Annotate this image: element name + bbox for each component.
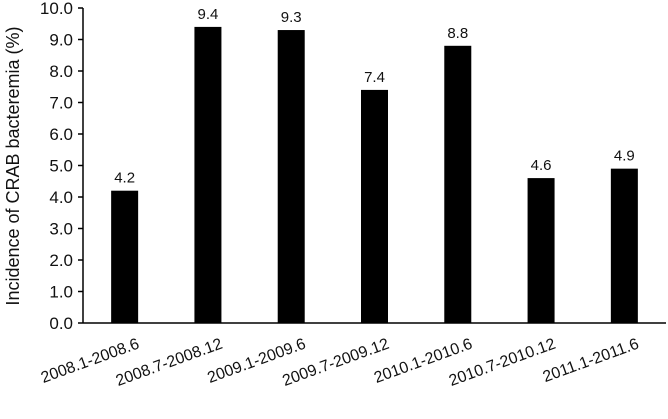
y-axis: 0.0 1.0 2.0 3.0 4.0 5.0 6.0 7.0 8.0 9.0 10.0 <box>40 0 84 333</box>
y-axis-title: Incidence of CRAB bacteremia (%) <box>3 26 23 305</box>
y-tick-label: 9.0 <box>49 31 73 50</box>
data-label: 9.3 <box>281 9 302 26</box>
y-tick-label: 10.0 <box>40 0 73 18</box>
bars <box>111 26 638 324</box>
y-tick-label: 0.0 <box>49 314 73 333</box>
category-labels: 2008.1-2008.62008.7-2008.122009.1-2009.6… <box>39 336 642 390</box>
bar <box>277 30 305 324</box>
bar <box>111 190 139 323</box>
y-tick-label: 5.0 <box>49 157 73 176</box>
bar <box>444 45 472 324</box>
bar <box>194 26 222 324</box>
data-labels: 4.2 9.4 9.3 7.4 8.8 4.6 4.9 <box>114 6 635 187</box>
category-label: 2011.1-2011.6 <box>541 336 642 386</box>
bar <box>610 168 638 323</box>
y-tick-label: 8.0 <box>49 62 73 81</box>
y-tick-label: 6.0 <box>49 125 73 144</box>
data-label: 8.8 <box>447 25 468 42</box>
y-tick-label: 2.0 <box>49 251 73 270</box>
data-label: 4.9 <box>614 148 635 165</box>
y-tick-label: 1.0 <box>49 283 73 302</box>
y-tick-label: 4.0 <box>49 188 73 207</box>
y-tick-label: 7.0 <box>49 94 73 113</box>
y-tick-label: 3.0 <box>49 220 73 239</box>
data-label: 4.2 <box>114 170 135 187</box>
data-label: 7.4 <box>364 69 385 86</box>
bar <box>361 89 388 324</box>
data-label: 4.6 <box>531 157 552 174</box>
data-label: 9.4 <box>197 6 218 23</box>
bar <box>527 178 555 323</box>
